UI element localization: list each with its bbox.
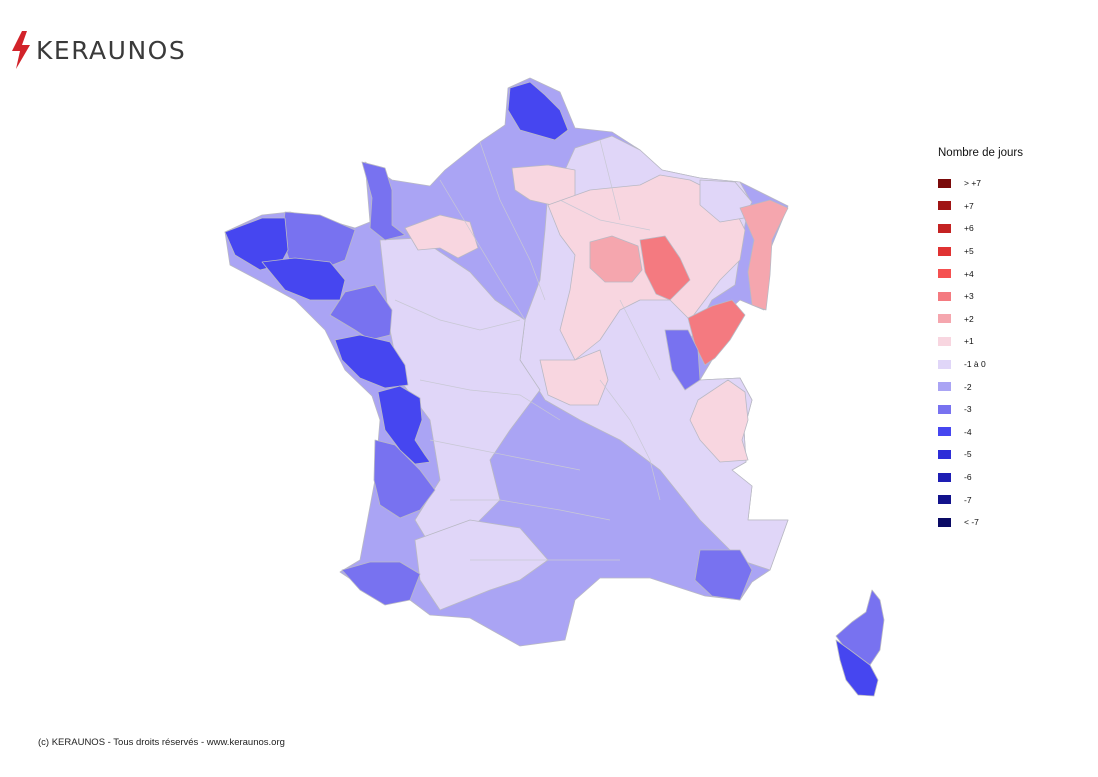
- zone-minus3-cotentin: [361, 161, 406, 241]
- legend-swatch: [938, 201, 951, 211]
- zone-center-west: [379, 237, 541, 546]
- legend-item: < -7: [938, 511, 1023, 534]
- legend-swatch: [938, 382, 951, 392]
- legend-item: -3: [938, 398, 1023, 421]
- legend-swatch: [938, 336, 951, 346]
- legend-label: > +7: [964, 178, 982, 189]
- zone-plus3-cote-dor: [639, 235, 691, 301]
- copyright-footer: (c) KERAUNOS - Tous droits réservés - ww…: [38, 737, 285, 748]
- legend-label: -3: [964, 404, 972, 415]
- legend-item: +5: [938, 240, 1023, 263]
- legend-label: +5: [964, 246, 974, 257]
- legend-swatch: [938, 404, 951, 414]
- legend-swatch: [938, 517, 951, 527]
- legend-item: +4: [938, 262, 1023, 285]
- zone-plus1-alps: [689, 379, 749, 463]
- legend-label: -2: [964, 381, 972, 392]
- legend-label: -6: [964, 472, 972, 483]
- zone-minus4-finistere: [224, 217, 289, 271]
- legend-label: +3: [964, 291, 974, 302]
- lightning-bolt-icon: [12, 31, 30, 69]
- legend-label: -1 à 0: [964, 359, 986, 370]
- zone-plus1-normandy: [404, 214, 479, 259]
- legend-item: -1 à 0: [938, 353, 1023, 376]
- legend-swatch: [938, 223, 951, 233]
- zone-minus3-brittany-south: [329, 284, 393, 341]
- zone-minus4-vendee: [334, 334, 409, 389]
- zone-minus4-pas-de-calais: [507, 81, 569, 141]
- legend-swatch: [938, 472, 951, 482]
- legend-label: -4: [964, 426, 972, 437]
- zone-minus4-morbihan: [261, 257, 346, 301]
- legend-swatch: [938, 291, 951, 301]
- legend: Nombre de jours > +7 +7 +6 +5 +4 +3 +2 +1 -1 à 0…: [938, 147, 1023, 534]
- legend-label: +4: [964, 268, 974, 279]
- legend-item: +2: [938, 308, 1023, 331]
- zone-plus1-centre: [539, 349, 609, 406]
- zone-plus2-alsace: [739, 199, 789, 311]
- legend-title: Nombre de jours: [938, 147, 1024, 159]
- legend-swatch: [938, 314, 951, 324]
- legend-item: > +7: [938, 172, 1023, 195]
- legend-swatch: [938, 449, 951, 459]
- legend-item: -2: [938, 375, 1023, 398]
- legend-item: +7: [938, 195, 1023, 218]
- legend-label: < -7: [964, 517, 979, 528]
- legend-swatch: [938, 246, 951, 256]
- zone-southwest-light: [414, 519, 549, 611]
- keraunos-logo: KERAUNOS: [10, 30, 186, 70]
- legend-item: +6: [938, 217, 1023, 240]
- legend-swatch: [938, 427, 951, 437]
- legend-item: -5: [938, 443, 1023, 466]
- legend-swatch: [938, 269, 951, 279]
- legend-label: +7: [964, 200, 974, 211]
- legend-swatch: [938, 495, 951, 505]
- legend-swatch: [938, 178, 951, 188]
- legend-swatch: [938, 359, 951, 369]
- corsica-south: [835, 639, 879, 697]
- legend-rows: > +7 +7 +6 +5 +4 +3 +2 +1 -1 à 0 -2 -3 -4 -5 -6 -7 < -7: [938, 172, 1023, 534]
- zone-minus3-pays-basque: [341, 561, 421, 606]
- legend-label: -5: [964, 449, 972, 460]
- legend-item: -6: [938, 466, 1023, 489]
- legend-label: +6: [964, 223, 974, 234]
- legend-item: -4: [938, 421, 1023, 444]
- zone-minus3-rhone: [664, 329, 701, 391]
- legend-label: -7: [964, 494, 972, 505]
- zone-plus2-yonne: [589, 235, 643, 283]
- zone-minus4-charente: [377, 385, 431, 465]
- legend-label: +2: [964, 313, 974, 324]
- legend-item: +1: [938, 330, 1023, 353]
- legend-item: -7: [938, 488, 1023, 511]
- zone-minus3-var: [694, 549, 753, 601]
- legend-label: +1: [964, 336, 974, 347]
- legend-item: +3: [938, 285, 1023, 308]
- brand-name: KERAUNOS: [36, 35, 187, 65]
